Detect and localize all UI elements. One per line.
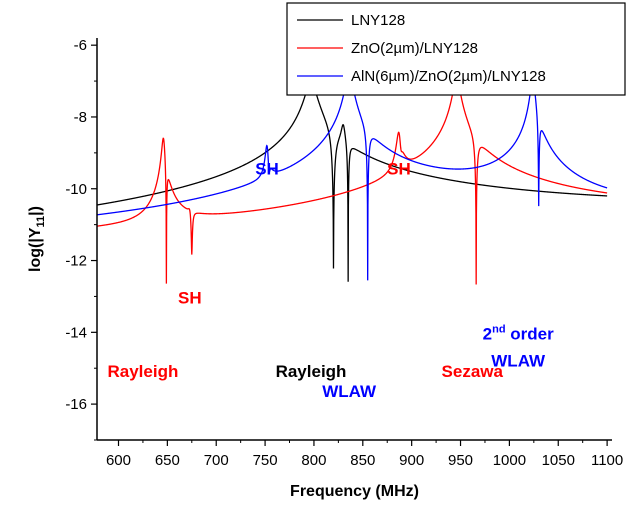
axis-ticks: 600 650 700 750 800 850 900 950 1000 1050 1100 -16 -… — [65, 37, 623, 469]
annotation-sh-blue: SH — [255, 159, 279, 178]
annotation-superscript: nd — [492, 324, 505, 336]
x-tick-label: 1100 — [591, 452, 623, 469]
y-tick-label: -12 — [65, 253, 87, 270]
annotation-wlaw-blue: WLAW — [322, 382, 377, 401]
x-tick-label: 1000 — [493, 452, 526, 469]
x-tick-label: 850 — [350, 452, 375, 469]
x-tick-label: 750 — [253, 452, 278, 469]
annotation-order-line2: WLAW — [491, 351, 546, 370]
y-axis-title-subscript: 11 — [35, 216, 47, 228]
x-tick-label: 650 — [155, 452, 180, 469]
legend: LNY128 ZnO(2µm)/LNY128 AlN(6µm)/ZnO(2µm)/L… — [286, 2, 626, 96]
annotation-rayleigh-black: Rayleigh — [276, 362, 347, 381]
legend-label-3: AlN(6µm)/ZnO(2µm)/LNY128 — [351, 68, 546, 85]
y-tick-label: -8 — [74, 109, 87, 126]
y-tick-label: -16 — [65, 396, 87, 413]
x-tick-label: 800 — [301, 452, 326, 469]
y-tick-label: -10 — [65, 181, 87, 198]
legend-label-2: ZnO(2µm)/LNY128 — [351, 40, 478, 57]
series-line-1 — [96, 81, 608, 282]
x-tick-label: 700 — [204, 452, 229, 469]
annotation-rayleigh-red: Rayleigh — [108, 362, 179, 381]
x-axis-title: Frequency (MHz) — [290, 483, 419, 500]
x-tick-label: 600 — [106, 452, 131, 469]
plot-curves — [96, 70, 608, 285]
series-line-2 — [96, 76, 608, 285]
annotation-sh-red-low: SH — [178, 289, 202, 308]
annotation-rest: order — [506, 325, 555, 344]
legend-box — [286, 2, 626, 96]
y-axis-title: log(|Y11|) — [27, 206, 47, 272]
x-tick-label: 1050 — [542, 452, 575, 469]
annotation-sezawa: Sezawa — [442, 362, 504, 381]
y-axis-title-rest: |) — [27, 206, 44, 216]
legend-label-1: LNY128 — [351, 12, 405, 29]
plot-axes — [96, 38, 612, 441]
y-tick-label: -6 — [74, 37, 87, 54]
y-tick-label: -14 — [65, 324, 87, 341]
x-tick-label: 950 — [448, 452, 473, 469]
annotation-order-line1: 2nd order — [483, 324, 554, 344]
x-tick-label: 900 — [399, 452, 424, 469]
annotation-sh-red-high: SH — [387, 159, 411, 178]
